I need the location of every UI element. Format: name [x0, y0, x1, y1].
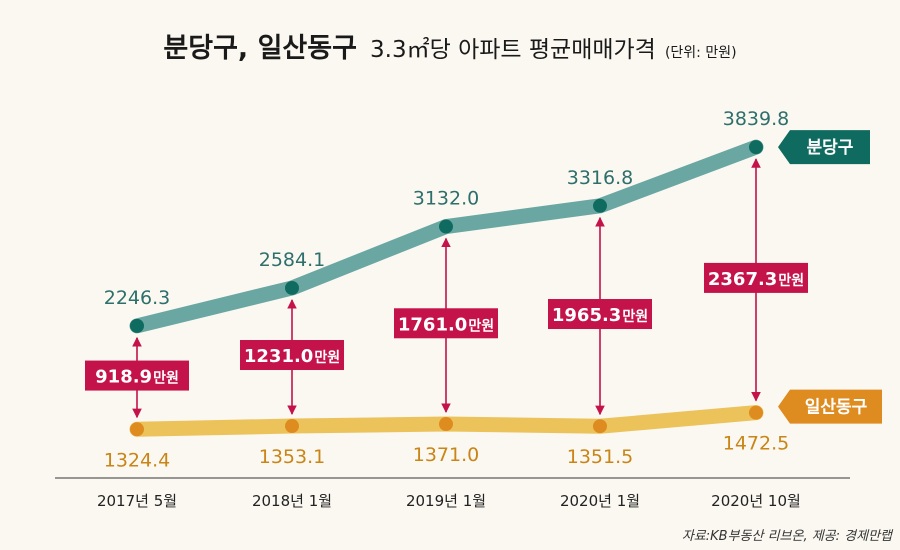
- data-label-ilsan: 1324.4: [104, 449, 170, 471]
- data-label-bundang: 2246.3: [104, 287, 170, 309]
- difference-label: 2367.3만원: [708, 269, 804, 290]
- svg-text:분당구, 일산동구 3.3㎡당 아파트 평균매매: 분당구, 일산동구 3.3㎡당 아파트 평균매매가격 (단위: 만원): [163, 33, 736, 64]
- data-point-ilsan: [285, 419, 299, 434]
- legend-bundang: 분당구: [778, 130, 870, 165]
- x-tick-label: 2018년 1월: [252, 492, 332, 510]
- data-label-bundang: 2584.1: [259, 249, 325, 271]
- difference-unit: 만원: [468, 318, 494, 334]
- difference-box: [548, 299, 652, 330]
- difference-unit: 만원: [153, 371, 179, 387]
- plot-area: 2246.3 2584.1 3132.0 3316.8 3839.8 1324.4 1353…: [85, 108, 882, 471]
- difference-unit: 만원: [314, 350, 340, 366]
- data-point-bundang: [130, 318, 144, 333]
- x-tick-label: 2020년 10월: [711, 492, 801, 510]
- difference-box: [704, 262, 808, 293]
- title-unit: (단위: 만원): [665, 45, 737, 61]
- difference-label: 918.9만원: [95, 367, 179, 388]
- data-label-bundang: 3839.8: [723, 108, 789, 130]
- data-label-ilsan: 1371.0: [413, 444, 479, 466]
- difference-box: [85, 360, 189, 391]
- source-note: 자료:KB부동산 리브온, 제공: 경제만랩: [682, 529, 894, 544]
- difference-value: 918.9: [95, 367, 152, 388]
- x-tick-label: 2020년 1월: [560, 492, 640, 510]
- data-point-bundang: [285, 280, 299, 295]
- difference-label: 1965.3만원: [552, 305, 648, 326]
- data-point-ilsan: [749, 405, 763, 420]
- difference-value: 1231.0: [244, 346, 313, 367]
- difference-label: 1231.0만원: [244, 346, 340, 367]
- legend-ilsan: 일산동구: [778, 389, 882, 424]
- data-label-bundang: 3132.0: [413, 188, 479, 210]
- x-tick-label: 2019년 1월: [406, 492, 486, 510]
- legend-ilsan-label: 일산동구: [805, 398, 868, 418]
- difference-unit: 만원: [778, 273, 804, 289]
- difference-box: [240, 340, 344, 371]
- data-label-bundang: 3316.8: [567, 167, 633, 189]
- data-point-bundang: [749, 140, 763, 155]
- legend-ilsan-shape: [778, 389, 882, 424]
- data-point-ilsan: [130, 422, 144, 437]
- x-axis-ticks: 2017년 5월 2018년 1월 2019년 1월 2020년 1월 2020년 10…: [97, 492, 801, 510]
- data-label-ilsan: 1353.1: [259, 446, 325, 468]
- legend-bundang-label: 분당구: [807, 138, 854, 158]
- data-point-ilsan: [593, 419, 607, 434]
- difference-value: 2367.3: [708, 269, 777, 290]
- difference-box: [394, 308, 498, 339]
- x-tick-label: 2017년 5월: [97, 492, 177, 510]
- data-label-ilsan: 1351.5: [567, 446, 633, 468]
- data-point-bundang: [439, 219, 453, 234]
- data-point-ilsan: [439, 417, 453, 432]
- data-label-ilsan: 1472.5: [723, 433, 789, 455]
- difference-label: 1761.0만원: [398, 314, 494, 335]
- difference-value: 1761.0: [398, 314, 467, 335]
- chart-title: 분당구, 일산동구 3.3㎡당 아파트 평균매매가격 (단위: 만원): [163, 33, 736, 64]
- data-point-bundang: [593, 198, 607, 213]
- difference-unit: 만원: [622, 309, 648, 325]
- legend-bundang-shape: [778, 130, 870, 165]
- title-main: 분당구, 일산동구: [163, 33, 357, 64]
- difference-value: 1965.3: [552, 305, 621, 326]
- title-sub: 3.3㎡당 아파트 평균매매가격: [370, 37, 656, 63]
